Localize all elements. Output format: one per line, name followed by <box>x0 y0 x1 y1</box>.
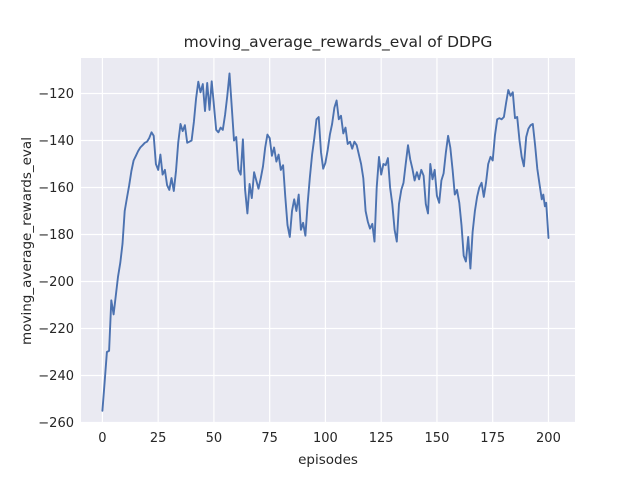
x-tick-label: 100 <box>313 431 338 446</box>
x-tick-label: 200 <box>536 431 561 446</box>
x-tick-label: 125 <box>369 431 394 446</box>
x-tick-label: 175 <box>480 431 505 446</box>
y-tick-label: −200 <box>38 275 74 290</box>
y-axis-label: moving_average_rewards_eval <box>19 137 35 345</box>
x-tick-label: 150 <box>425 431 450 446</box>
y-tick-label: −180 <box>38 228 74 243</box>
y-tick-label: −260 <box>38 416 74 431</box>
y-tick-label: −160 <box>38 181 74 196</box>
chart-title: moving_average_rewards_eval of DDPG <box>183 33 493 51</box>
y-tick-label: −140 <box>38 134 74 149</box>
x-tick-label: 75 <box>261 431 278 446</box>
x-axis-label: episodes <box>298 452 358 468</box>
y-tick-label: −220 <box>38 322 74 337</box>
x-tick-label: 0 <box>98 431 106 446</box>
x-tick-label: 50 <box>206 431 223 446</box>
y-tick-label: −120 <box>38 87 74 102</box>
y-tick-label: −240 <box>38 369 74 384</box>
axes-background <box>81 58 575 423</box>
x-tick-label: 25 <box>150 431 167 446</box>
reward-line-series <box>101 72 550 412</box>
